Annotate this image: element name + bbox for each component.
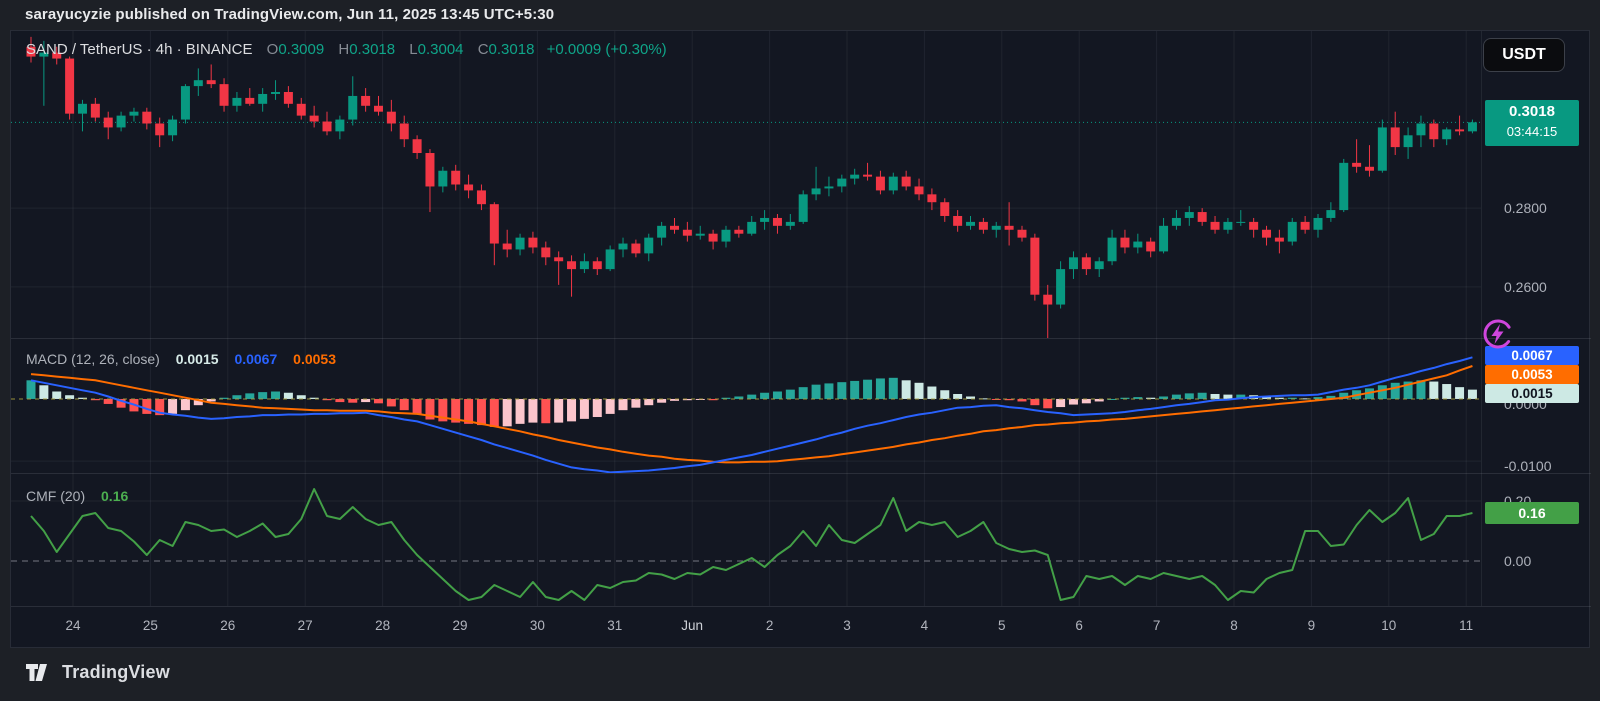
price-scale-label: 0.2800: [1504, 200, 1547, 217]
time-axis-label: 26: [220, 618, 236, 633]
time-axis-label: 28: [375, 618, 391, 633]
macd-line-value: 0.0067: [234, 351, 278, 367]
time-axis-label: 2: [765, 618, 774, 633]
macd-legend[interactable]: MACD (12, 26, close) 0.0015 0.0067 0.005…: [26, 351, 336, 367]
close-value: 0.3018: [488, 41, 535, 58]
tradingview-logo-icon: [26, 664, 47, 681]
axis-separator: [11, 606, 1591, 607]
cmf-legend[interactable]: CMF (20) 0.16: [26, 488, 128, 504]
macd-line-badge: 0.0067: [1485, 346, 1579, 365]
currency-toggle-button[interactable]: USDT: [1483, 38, 1565, 72]
macd-title[interactable]: MACD (12, 26, close): [26, 351, 160, 367]
macd-signal-badge: 0.0053: [1485, 365, 1579, 384]
cmf-title[interactable]: CMF (20): [26, 488, 86, 504]
cmf-scale-label: 0.00: [1504, 552, 1532, 569]
low-label: L: [409, 41, 418, 58]
time-axis-label: 11: [1459, 618, 1474, 633]
time-axis-label: 29: [452, 618, 468, 633]
price-scale-axis[interactable]: 0.3018 03:44:15 0.0067 0.0053 0.0015 0.1…: [1481, 31, 1591, 606]
price-pane-plot[interactable]: [11, 31, 1481, 338]
tradingview-logo-text: TradingView: [62, 662, 170, 682]
macd-signal-value: 0.0053: [293, 351, 336, 367]
change-value: +0.0009 (+0.30%): [546, 41, 667, 58]
open-value: 0.3009: [278, 41, 325, 58]
time-axis-label: 8: [1230, 618, 1238, 633]
last-price-value: 0.3018: [1509, 103, 1555, 120]
bar-countdown: 03:44:15: [1506, 124, 1558, 139]
tradingview-logo[interactable]: TradingView: [25, 662, 170, 683]
footer-bar: TradingView: [0, 648, 1600, 701]
macd-hist-badge: 0.0015: [1485, 384, 1579, 403]
cmf-value: 0.16: [101, 488, 129, 504]
pane-separator[interactable]: [11, 473, 1591, 474]
time-axis-label: 7: [1152, 618, 1161, 633]
boost-icon[interactable]: [1479, 315, 1517, 353]
price-scale-label: 0.2600: [1504, 278, 1547, 295]
time-axis-label: 30: [529, 618, 545, 633]
open-label: O: [266, 41, 279, 58]
time-axis-label: 31: [607, 618, 623, 633]
close-label: C: [477, 41, 489, 58]
low-value: 0.3004: [417, 41, 464, 58]
symbol-legend[interactable]: SAND / TetherUS · 4h · BINANCE O0.3009 H…: [26, 41, 667, 58]
macd-hist-value: 0.0015: [175, 351, 219, 367]
time-axis-label: 6: [1075, 618, 1083, 633]
pane-separator[interactable]: [11, 338, 1591, 339]
time-axis-label: 5: [998, 618, 1006, 633]
symbol-title[interactable]: SAND / TetherUS · 4h · BINANCE: [26, 41, 253, 58]
time-axis-label: 25: [142, 618, 158, 633]
time-axis-label: 3: [843, 618, 851, 633]
cmf-pane-plot[interactable]: [11, 473, 1481, 606]
time-axis-label: 27: [297, 618, 313, 633]
last-price-badge: 0.3018 03:44:15: [1485, 100, 1579, 146]
time-axis-label: 10: [1381, 618, 1397, 633]
attribution-text: sarayucyzie published on TradingView.com…: [25, 6, 555, 23]
high-value: 0.3018: [349, 41, 396, 58]
time-axis[interactable]: 24 25 26 27 28 29 30 31 Jun 2 3 4 5 6 7 8 9 10 11: [11, 606, 1481, 649]
macd-scale-label: -0.0100: [1504, 458, 1552, 475]
time-axis-label: 9: [1307, 618, 1316, 633]
cmf-value-badge: 0.16: [1485, 502, 1579, 524]
attribution-bar: sarayucyzie published on TradingView.com…: [0, 0, 1600, 30]
macd-pane-plot[interactable]: [11, 338, 1481, 473]
time-axis-label: 24: [65, 618, 81, 633]
time-axis-label: 4: [920, 618, 929, 633]
time-axis-label: Jun: [681, 618, 704, 633]
chart-frame: SAND / TetherUS · 4h · BINANCE O0.3009 H…: [10, 30, 1591, 649]
high-label: H: [338, 41, 350, 58]
